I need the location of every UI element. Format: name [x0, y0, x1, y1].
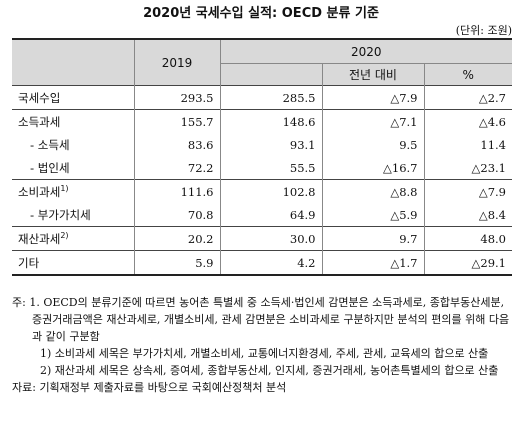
table-row: - 법인세 72.2 55.5 △16.7 △23.1 [12, 156, 512, 180]
header-2020: 2020 [219, 38, 512, 64]
table-row: 기타 5.9 4.2 △1.7 △29.1 [12, 250, 512, 276]
cell-2019: 20.2 [133, 226, 220, 251]
cell-2019: 83.6 [133, 133, 220, 156]
table-row: 국세수입 293.5 285.5 △7.9 △2.7 [12, 85, 512, 110]
cell-2019: 72.2 [133, 156, 220, 180]
cell-2019: 293.5 [133, 85, 220, 110]
footnote-main: 주: 1. OECD의 분류기준에 따르면 농어촌 특별세 중 소득세·법인세 … [12, 296, 510, 343]
cell-2020: 148.6 [219, 109, 322, 133]
header-pct: % [423, 63, 512, 86]
header-blank [12, 38, 134, 86]
row-label: 소비과세1) [12, 179, 134, 203]
cell-yoy: 9.7 [321, 226, 424, 251]
cell-yoy: △5.9 [321, 203, 424, 227]
cell-2020: 30.0 [219, 226, 322, 251]
row-label: - 소득세 [30, 137, 70, 152]
footnote-marker: 1) [60, 183, 69, 193]
cell-yoy: 9.5 [321, 133, 424, 156]
table-row: 소득과세 155.7 148.6 △7.1 △4.6 [12, 109, 512, 133]
row-label: - 부가가치세 [30, 207, 91, 222]
table-row: - 소득세 83.6 93.1 9.5 11.4 [12, 133, 512, 156]
cell-2019: 70.8 [133, 203, 220, 227]
source-note: 자료: 기획재정부 제출자료를 바탕으로 국회예산정책처 분석 [12, 381, 287, 394]
cell-pct: 48.0 [423, 226, 512, 251]
cell-2020: 285.5 [219, 85, 322, 110]
cell-yoy: △7.9 [321, 85, 424, 110]
cell-yoy: △8.8 [321, 179, 424, 203]
cell-2019: 155.7 [133, 109, 220, 133]
footnotes: 주: 1. OECD의 분류기준에 따르면 농어촌 특별세 중 소득세·법인세 … [12, 294, 512, 396]
cell-pct: △23.1 [423, 156, 512, 180]
cell-pct: △4.6 [423, 109, 512, 133]
table-row: 소비과세1) 111.6 102.8 △8.8 △7.9 [12, 179, 512, 203]
row-label: - 법인세 [30, 160, 70, 175]
cell-pct: △8.4 [423, 203, 512, 227]
header-2020-value [219, 63, 322, 86]
table-row: - 부가가치세 70.8 64.9 △5.9 △8.4 [12, 203, 512, 227]
cell-2019: 111.6 [133, 179, 220, 203]
cell-2020: 93.1 [219, 133, 322, 156]
cell-2020: 4.2 [219, 250, 322, 276]
cell-pct: △2.7 [423, 85, 512, 110]
row-label: 국세수입 [12, 85, 134, 110]
table-row: 재산과세2) 20.2 30.0 9.7 48.0 [12, 226, 512, 251]
footnote-marker: 2) [60, 230, 69, 240]
cell-2019: 5.9 [133, 250, 220, 276]
cell-2020: 64.9 [219, 203, 322, 227]
cell-2020: 55.5 [219, 156, 322, 180]
row-label: 소득과세 [12, 109, 134, 133]
unit-label: (단위: 조원) [455, 24, 512, 37]
cell-pct: 11.4 [423, 133, 512, 156]
cell-pct: △7.9 [423, 179, 512, 203]
table-title: 2020년 국세수입 실적: OECD 분류 기준 [143, 6, 379, 21]
cell-yoy: △1.7 [321, 250, 424, 276]
header-yoy: 전년 대비 [321, 63, 424, 86]
row-label-text: 소비과세 [18, 184, 61, 199]
cell-2020: 102.8 [219, 179, 322, 203]
row-label-text: 재산과세 [18, 231, 61, 246]
footnote-2: 2) 재산과세 세목은 상속세, 증여세, 종합부동산세, 인지세, 증권거래세… [40, 364, 499, 377]
cell-yoy: △16.7 [321, 156, 424, 180]
row-label: 기타 [12, 250, 134, 276]
cell-pct: △29.1 [423, 250, 512, 276]
tax-revenue-table: 2019 2020 전년 대비 % 국세수입 293.5 285.5 △7.9 … [12, 38, 512, 276]
header-2019: 2019 [133, 38, 220, 86]
footnote-1: 1) 소비과세 세목은 부가가치세, 개별소비세, 교통에너지환경세, 주세, … [40, 347, 489, 360]
row-label: 재산과세2) [12, 226, 134, 251]
cell-yoy: △7.1 [321, 109, 424, 133]
